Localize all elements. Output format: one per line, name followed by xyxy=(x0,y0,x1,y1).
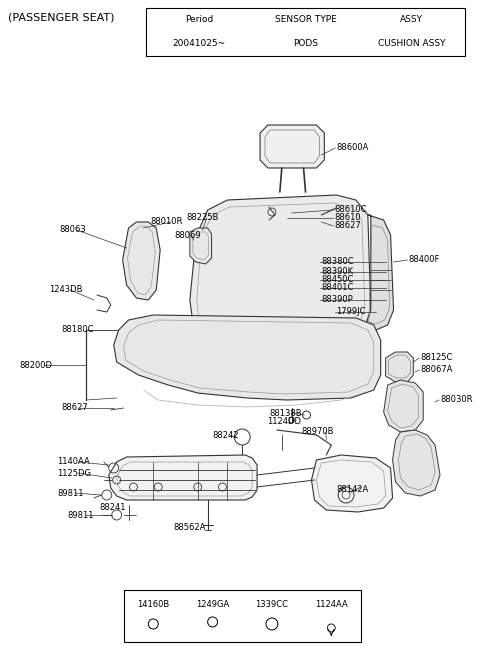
Text: 89811: 89811 xyxy=(67,510,94,520)
Text: 1125DG: 1125DG xyxy=(57,468,91,478)
Text: SENSOR TYPE: SENSOR TYPE xyxy=(275,16,336,24)
Text: 88380C: 88380C xyxy=(322,258,354,266)
Text: 88610C: 88610C xyxy=(334,205,367,215)
Text: 88562A: 88562A xyxy=(173,523,205,533)
Text: 1339CC: 1339CC xyxy=(255,600,288,609)
Polygon shape xyxy=(312,455,393,512)
Text: 88225B: 88225B xyxy=(186,213,218,222)
Text: ASSY: ASSY xyxy=(400,16,423,24)
Text: Period: Period xyxy=(185,16,214,24)
Text: 1243DB: 1243DB xyxy=(49,285,83,295)
Polygon shape xyxy=(109,455,257,500)
Text: 88010R: 88010R xyxy=(150,218,183,226)
Text: PODS: PODS xyxy=(293,39,318,49)
Polygon shape xyxy=(190,195,371,340)
Text: 88125C: 88125C xyxy=(420,354,453,363)
Text: 89811: 89811 xyxy=(57,489,84,497)
Text: 88627: 88627 xyxy=(61,403,88,413)
Text: 88069: 88069 xyxy=(174,230,201,239)
Text: 1124DD: 1124DD xyxy=(267,417,301,426)
Polygon shape xyxy=(122,222,160,300)
Text: 88600A: 88600A xyxy=(336,144,369,152)
Text: 88242: 88242 xyxy=(213,430,239,440)
Text: 88067A: 88067A xyxy=(420,365,453,375)
Text: CUSHION ASSY: CUSHION ASSY xyxy=(378,39,445,49)
Text: 88627: 88627 xyxy=(334,222,361,230)
Text: 88241: 88241 xyxy=(99,502,125,512)
Polygon shape xyxy=(385,352,413,382)
Text: 20041025~: 20041025~ xyxy=(173,39,226,49)
Text: 1124AA: 1124AA xyxy=(315,600,348,609)
Text: 88390K: 88390K xyxy=(322,268,353,276)
Polygon shape xyxy=(114,315,381,400)
Text: 88030R: 88030R xyxy=(440,396,472,405)
Text: 88401C: 88401C xyxy=(322,283,354,293)
Text: 1140AA: 1140AA xyxy=(57,457,90,466)
Text: 1799JC: 1799JC xyxy=(336,308,366,316)
Text: 88390P: 88390P xyxy=(322,295,353,304)
Text: 88142A: 88142A xyxy=(336,485,369,495)
Polygon shape xyxy=(190,228,212,264)
Bar xyxy=(146,8,465,56)
Polygon shape xyxy=(260,125,324,168)
Polygon shape xyxy=(364,215,394,330)
Bar xyxy=(124,590,361,642)
Polygon shape xyxy=(384,380,423,432)
Text: 88450C: 88450C xyxy=(322,276,354,285)
Text: 88970B: 88970B xyxy=(301,428,334,436)
Text: 14160B: 14160B xyxy=(137,600,169,609)
Text: 88138B: 88138B xyxy=(269,409,301,417)
Text: 88063: 88063 xyxy=(60,226,86,234)
Text: 88180C: 88180C xyxy=(61,325,94,335)
Text: (PASSENGER SEAT): (PASSENGER SEAT) xyxy=(8,13,114,23)
Text: 88610: 88610 xyxy=(334,213,361,222)
Polygon shape xyxy=(393,430,440,496)
Text: 88200D: 88200D xyxy=(20,361,53,369)
Text: 1249GA: 1249GA xyxy=(196,600,229,609)
Text: 88400F: 88400F xyxy=(408,255,440,264)
